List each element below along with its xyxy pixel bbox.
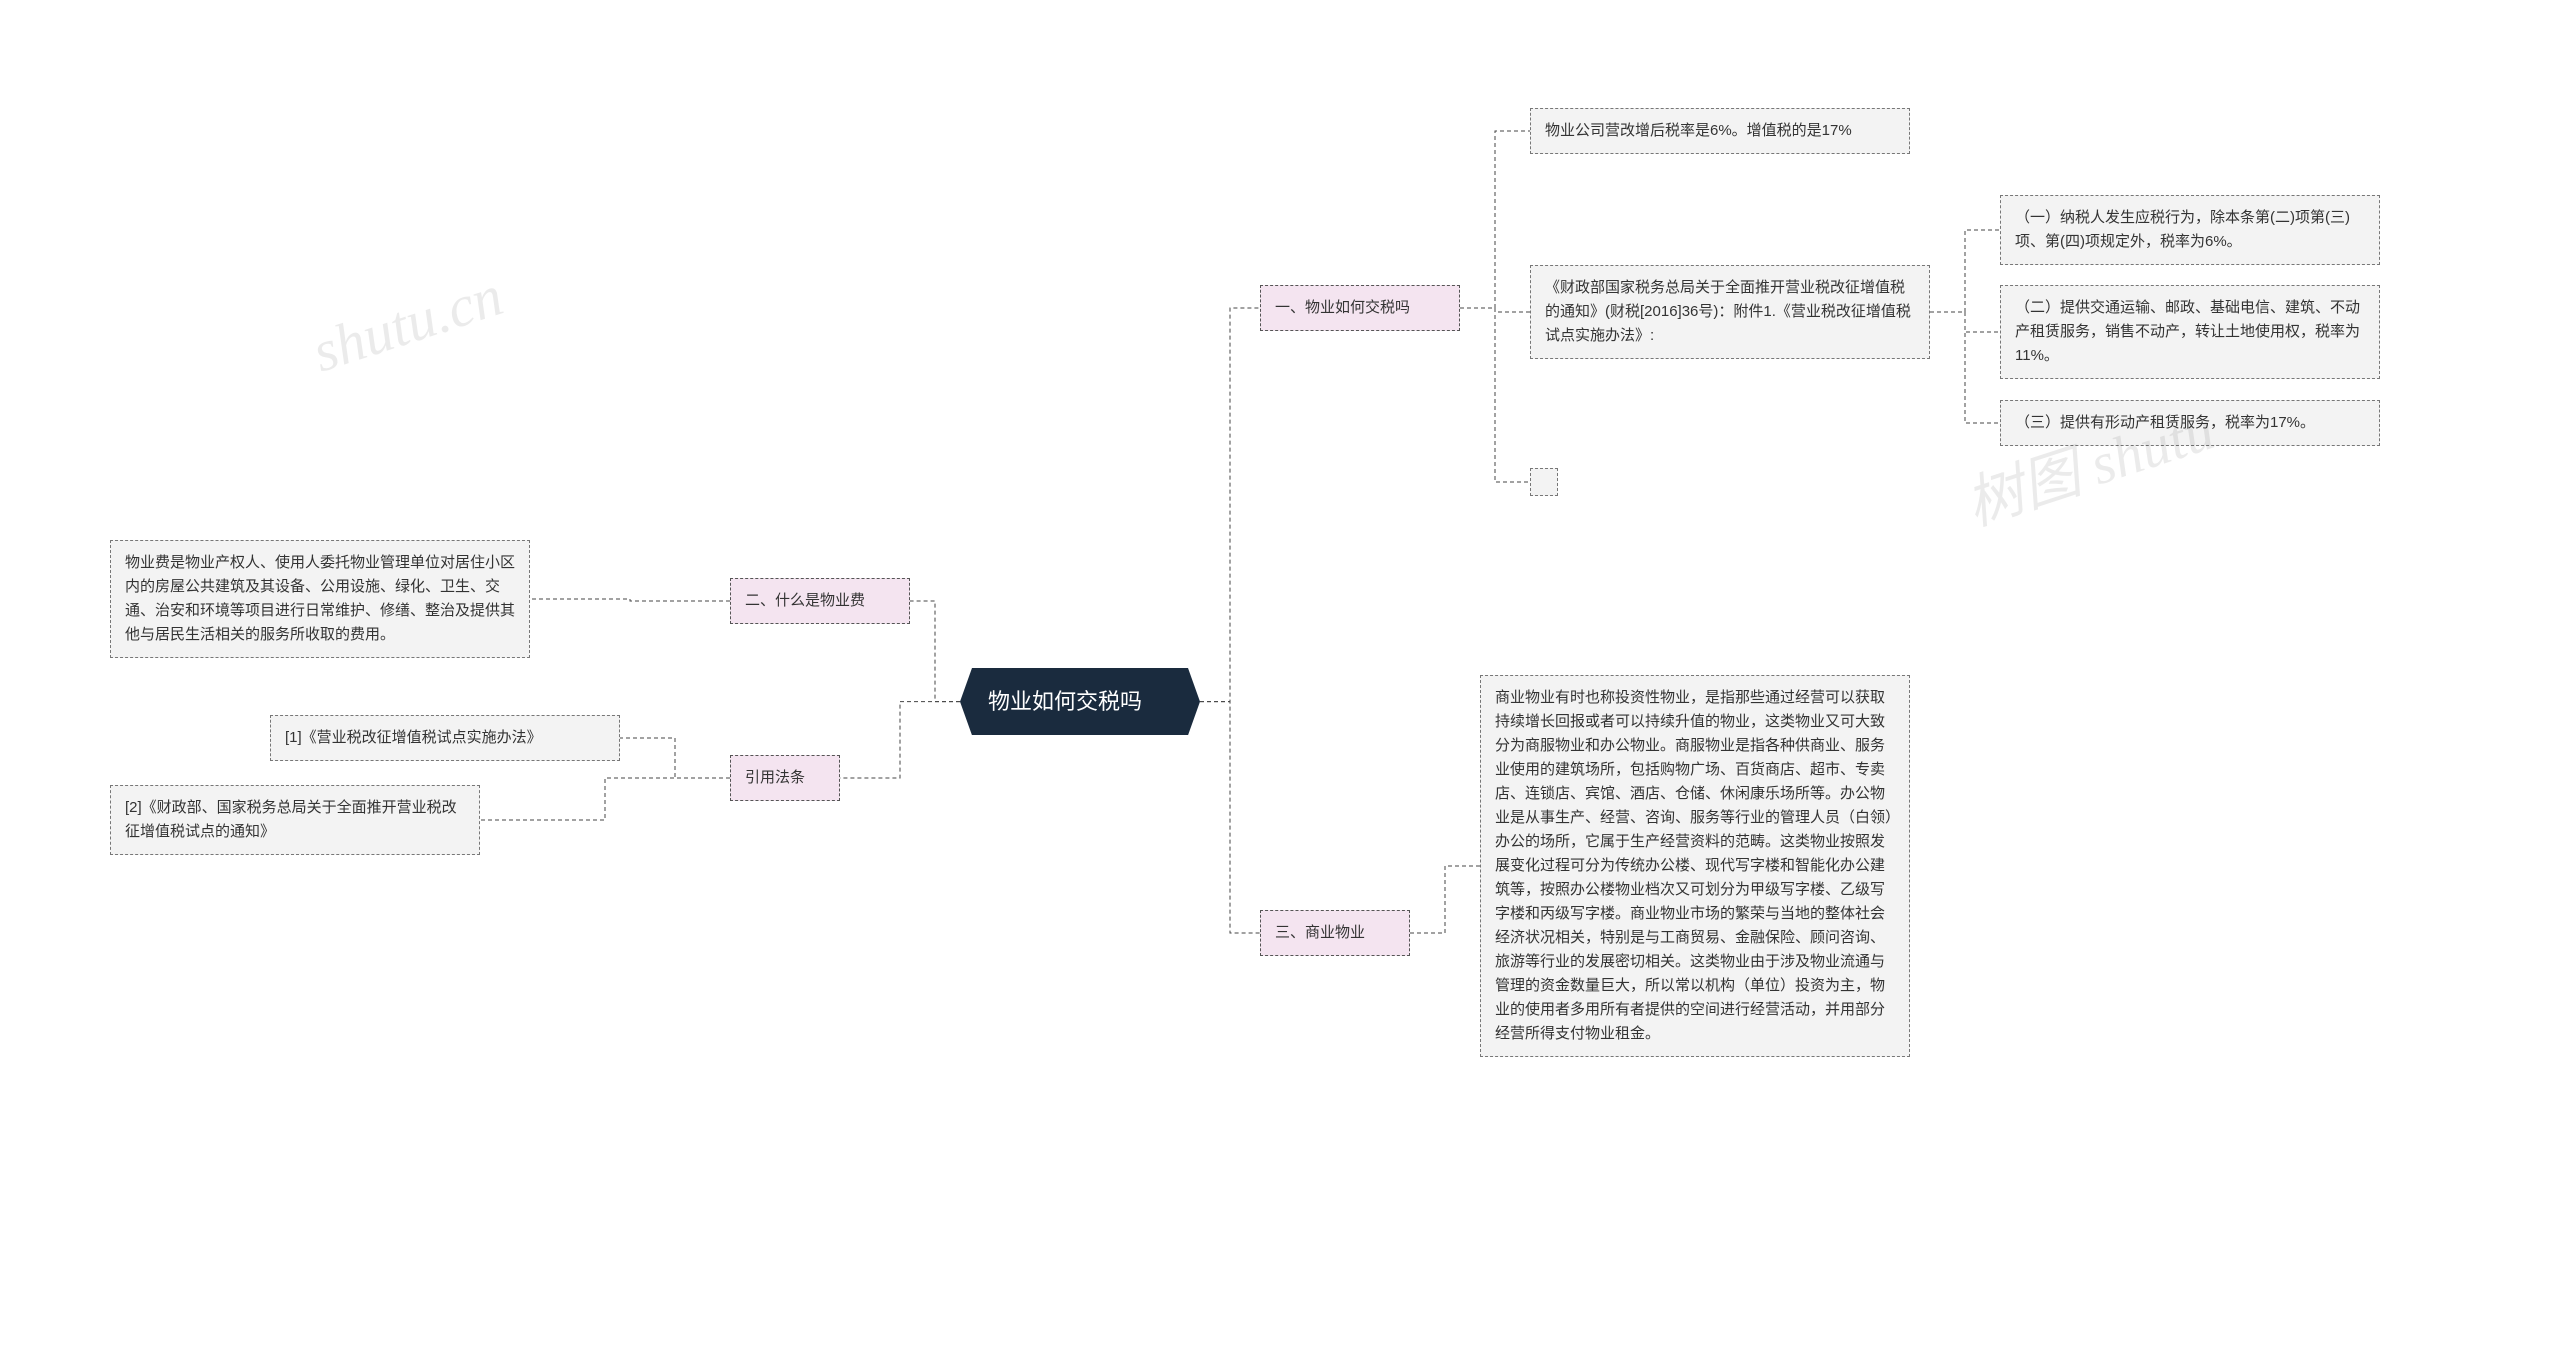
- branch-label: 二、什么是物业费: [745, 592, 865, 609]
- leaf-property-fee-definition: 物业费是物业产权人、使用人委托物业管理单位对居住小区内的房屋公共建筑及其设备、公…: [110, 540, 530, 658]
- leaf-text: 商业物业有时也称投资性物业，是指那些通过经营可以获取持续增长回报或者可以持续升值…: [1495, 689, 1893, 1042]
- leaf-text: 《财政部国家税务总局关于全面推开营业税改征增值税的通知》(财税[2016]36号…: [1545, 279, 1911, 344]
- leaf-tax-rate: 物业公司营改增后税率是6%。增值税的是17%: [1530, 108, 1910, 154]
- root-node: 物业如何交税吗: [960, 668, 1200, 735]
- leaf-empty: [1530, 468, 1558, 496]
- leaf-tax-clause-1: （一）纳税人发生应税行为，除本条第(二)项第(三)项、第(四)项规定外，税率为6…: [2000, 195, 2380, 265]
- branch-label: 三、商业物业: [1275, 924, 1365, 941]
- leaf-text: [1]《营业税改征增值税试点实施办法》: [285, 729, 542, 746]
- branch-label: 引用法条: [745, 769, 805, 786]
- leaf-text: （二）提供交通运输、邮政、基础电信、建筑、不动产租赁服务，销售不动产，转让土地使…: [2015, 299, 2360, 364]
- watermark-text: 树图 shutu: [1958, 397, 2222, 538]
- leaf-text: [2]《财政部、国家税务总局关于全面推开营业税改征增值税试点的通知》: [125, 799, 457, 840]
- mindmap-canvas: 物业如何交税吗 一、物业如何交税吗 二、什么是物业费 三、商业物业 引用法条 物…: [0, 0, 2560, 1346]
- watermark: shutu.cn: [304, 262, 510, 386]
- branch-section-2: 二、什么是物业费: [730, 578, 910, 624]
- leaf-text: （一）纳税人发生应税行为，除本条第(二)项第(三)项、第(四)项规定外，税率为6…: [2015, 209, 2350, 250]
- leaf-policy-notice: 《财政部国家税务总局关于全面推开营业税改征增值税的通知》(财税[2016]36号…: [1530, 265, 1930, 359]
- leaf-commercial-property: 商业物业有时也称投资性物业，是指那些通过经营可以获取持续增长回报或者可以持续升值…: [1480, 675, 1910, 1057]
- watermark-text: shutu.cn: [305, 262, 510, 384]
- leaf-tax-clause-2: （二）提供交通运输、邮政、基础电信、建筑、不动产租赁服务，销售不动产，转让土地使…: [2000, 285, 2380, 379]
- leaf-text: 物业费是物业产权人、使用人委托物业管理单位对居住小区内的房屋公共建筑及其设备、公…: [125, 554, 515, 643]
- branch-label: 一、物业如何交税吗: [1275, 299, 1410, 316]
- leaf-reference-1: [1]《营业税改征增值税试点实施办法》: [270, 715, 620, 761]
- leaf-reference-2: [2]《财政部、国家税务总局关于全面推开营业税改征增值税试点的通知》: [110, 785, 480, 855]
- branch-section-1: 一、物业如何交税吗: [1260, 285, 1460, 331]
- leaf-text: 物业公司营改增后税率是6%。增值税的是17%: [1545, 122, 1852, 139]
- branch-references: 引用法条: [730, 755, 840, 801]
- branch-section-3: 三、商业物业: [1260, 910, 1410, 956]
- root-label: 物业如何交税吗: [988, 689, 1142, 714]
